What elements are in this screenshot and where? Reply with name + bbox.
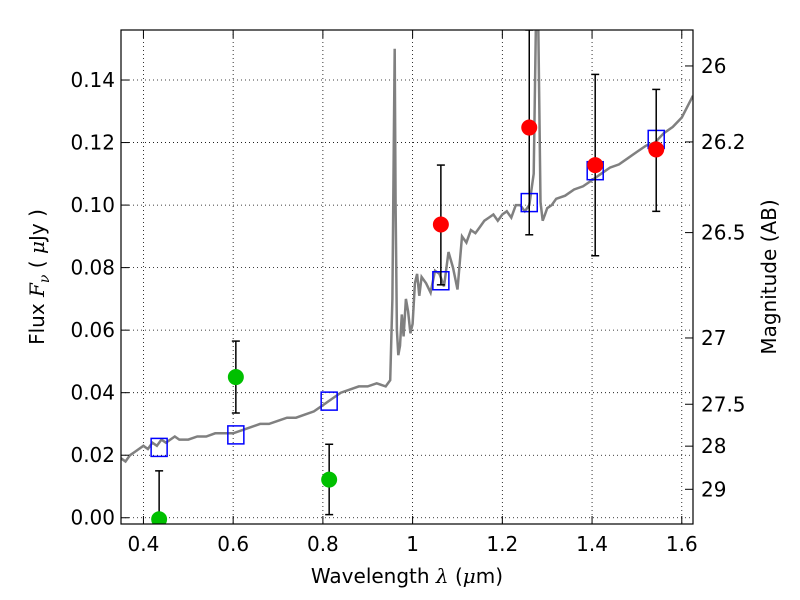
model-spectrum-line xyxy=(121,30,693,464)
synthetic-photometry-point xyxy=(227,425,245,445)
x-tick-label: 1.6 xyxy=(666,532,698,556)
y-tick-label: 0.06 xyxy=(70,318,115,342)
y-tick-label: 0.14 xyxy=(70,68,115,92)
y-tick-label: 0.08 xyxy=(70,256,115,280)
plot-background xyxy=(121,30,693,524)
y-tick-label: 0.02 xyxy=(70,443,115,467)
x-tick-label: 1 xyxy=(406,532,419,556)
y2-tick-label: 26 xyxy=(701,54,726,78)
x-tick-label: 0.4 xyxy=(128,532,160,556)
optical-photometry-point xyxy=(151,511,168,524)
y-tick-label: 0.12 xyxy=(70,131,115,155)
series-layer xyxy=(121,30,693,524)
optical-photometry-point xyxy=(227,369,244,386)
synthetic-photometry-point xyxy=(320,391,338,411)
nir-photometry-point xyxy=(521,119,538,136)
x-tick-label: 0.6 xyxy=(217,532,249,556)
nir-photometry-point xyxy=(648,141,665,158)
y-tick-label: 0.04 xyxy=(70,381,115,405)
y-axis-label: Flux Fν ( μJy ) xyxy=(25,209,53,345)
nir-photometry-point xyxy=(432,216,449,233)
grid xyxy=(121,30,693,524)
y2-tick-label: 28 xyxy=(701,434,726,458)
y-tick-label: 0.10 xyxy=(70,193,115,217)
synthetic-photometry-point xyxy=(150,437,168,458)
ticks: 0.4 0.6 0.8 1 1.2 1.4 1.6 0.00 0.02 0.04 0.06 0.08 0… xyxy=(70,30,746,556)
x-tick-label: 1.2 xyxy=(486,532,518,556)
nir-photometry-point xyxy=(587,157,604,174)
y-tick-label: 0.00 xyxy=(70,506,115,530)
y2-tick-label: 26.2 xyxy=(701,130,746,154)
y2-tick-label: 27 xyxy=(701,326,726,350)
y2-tick-label: 29 xyxy=(701,477,726,501)
plot-frame xyxy=(120,29,694,525)
y2-axis-label: Magnitude (AB) xyxy=(757,199,781,354)
x-tick-label: 0.8 xyxy=(307,532,339,556)
optical-photometry-point xyxy=(321,471,338,488)
x-axis-label: Wavelength λ (μm) xyxy=(311,564,503,588)
y2-tick-label: 26.5 xyxy=(701,221,746,245)
x-tick-label: 1.4 xyxy=(576,532,608,556)
y2-tick-label: 27.5 xyxy=(701,392,746,416)
